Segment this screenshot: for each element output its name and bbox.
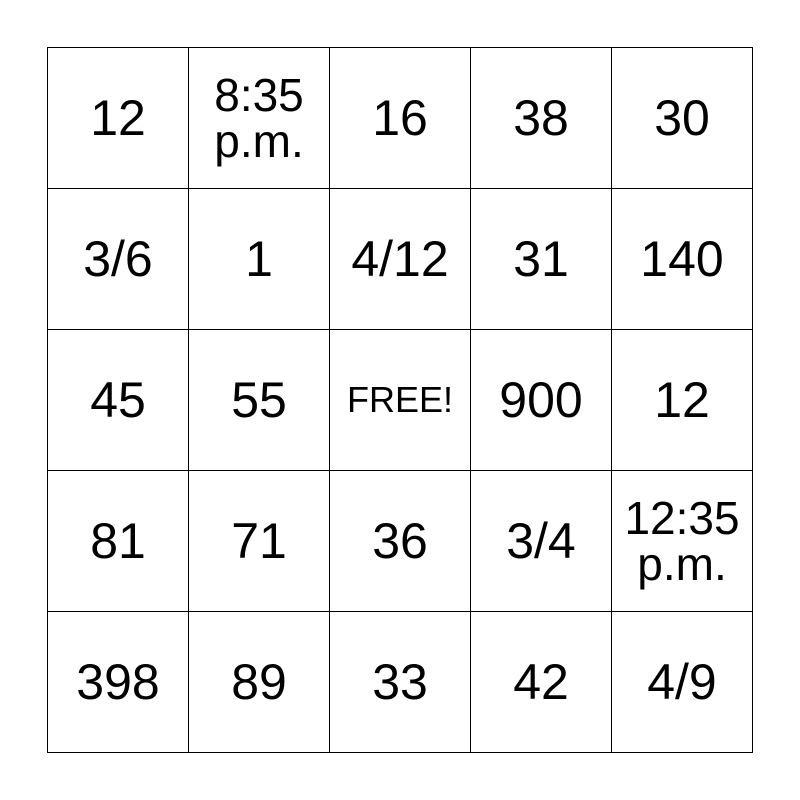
bingo-cell[interactable]: 38 bbox=[471, 48, 612, 189]
bingo-card: 12 8:35 p.m. 16 38 30 3/6 1 4/12 31 140 45 55 FREE! 9… bbox=[47, 47, 753, 753]
bingo-cell[interactable]: 71 bbox=[189, 471, 330, 612]
bingo-cell[interactable]: 30 bbox=[612, 48, 753, 189]
bingo-cell[interactable]: 900 bbox=[471, 330, 612, 471]
bingo-cell[interactable]: 1 bbox=[189, 189, 330, 330]
bingo-cell[interactable]: 8:35 p.m. bbox=[189, 48, 330, 189]
bingo-cell[interactable]: 33 bbox=[330, 612, 471, 753]
bingo-cell[interactable]: 42 bbox=[471, 612, 612, 753]
bingo-cell[interactable]: 12 bbox=[48, 48, 189, 189]
bingo-cell[interactable]: 3/4 bbox=[471, 471, 612, 612]
bingo-cell[interactable]: 45 bbox=[48, 330, 189, 471]
bingo-cell[interactable]: 140 bbox=[612, 189, 753, 330]
bingo-cell[interactable]: 4/9 bbox=[612, 612, 753, 753]
bingo-cell[interactable]: 398 bbox=[48, 612, 189, 753]
bingo-cell[interactable]: 3/6 bbox=[48, 189, 189, 330]
bingo-cell[interactable]: 89 bbox=[189, 612, 330, 753]
bingo-cell[interactable]: 12 bbox=[612, 330, 753, 471]
bingo-cell[interactable]: 36 bbox=[330, 471, 471, 612]
bingo-cell[interactable]: 4/12 bbox=[330, 189, 471, 330]
bingo-cell[interactable]: 12:35 p.m. bbox=[612, 471, 753, 612]
bingo-cell[interactable]: 16 bbox=[330, 48, 471, 189]
free-space-cell[interactable]: FREE! bbox=[330, 330, 471, 471]
bingo-cell[interactable]: 55 bbox=[189, 330, 330, 471]
bingo-cell[interactable]: 31 bbox=[471, 189, 612, 330]
bingo-cell[interactable]: 81 bbox=[48, 471, 189, 612]
